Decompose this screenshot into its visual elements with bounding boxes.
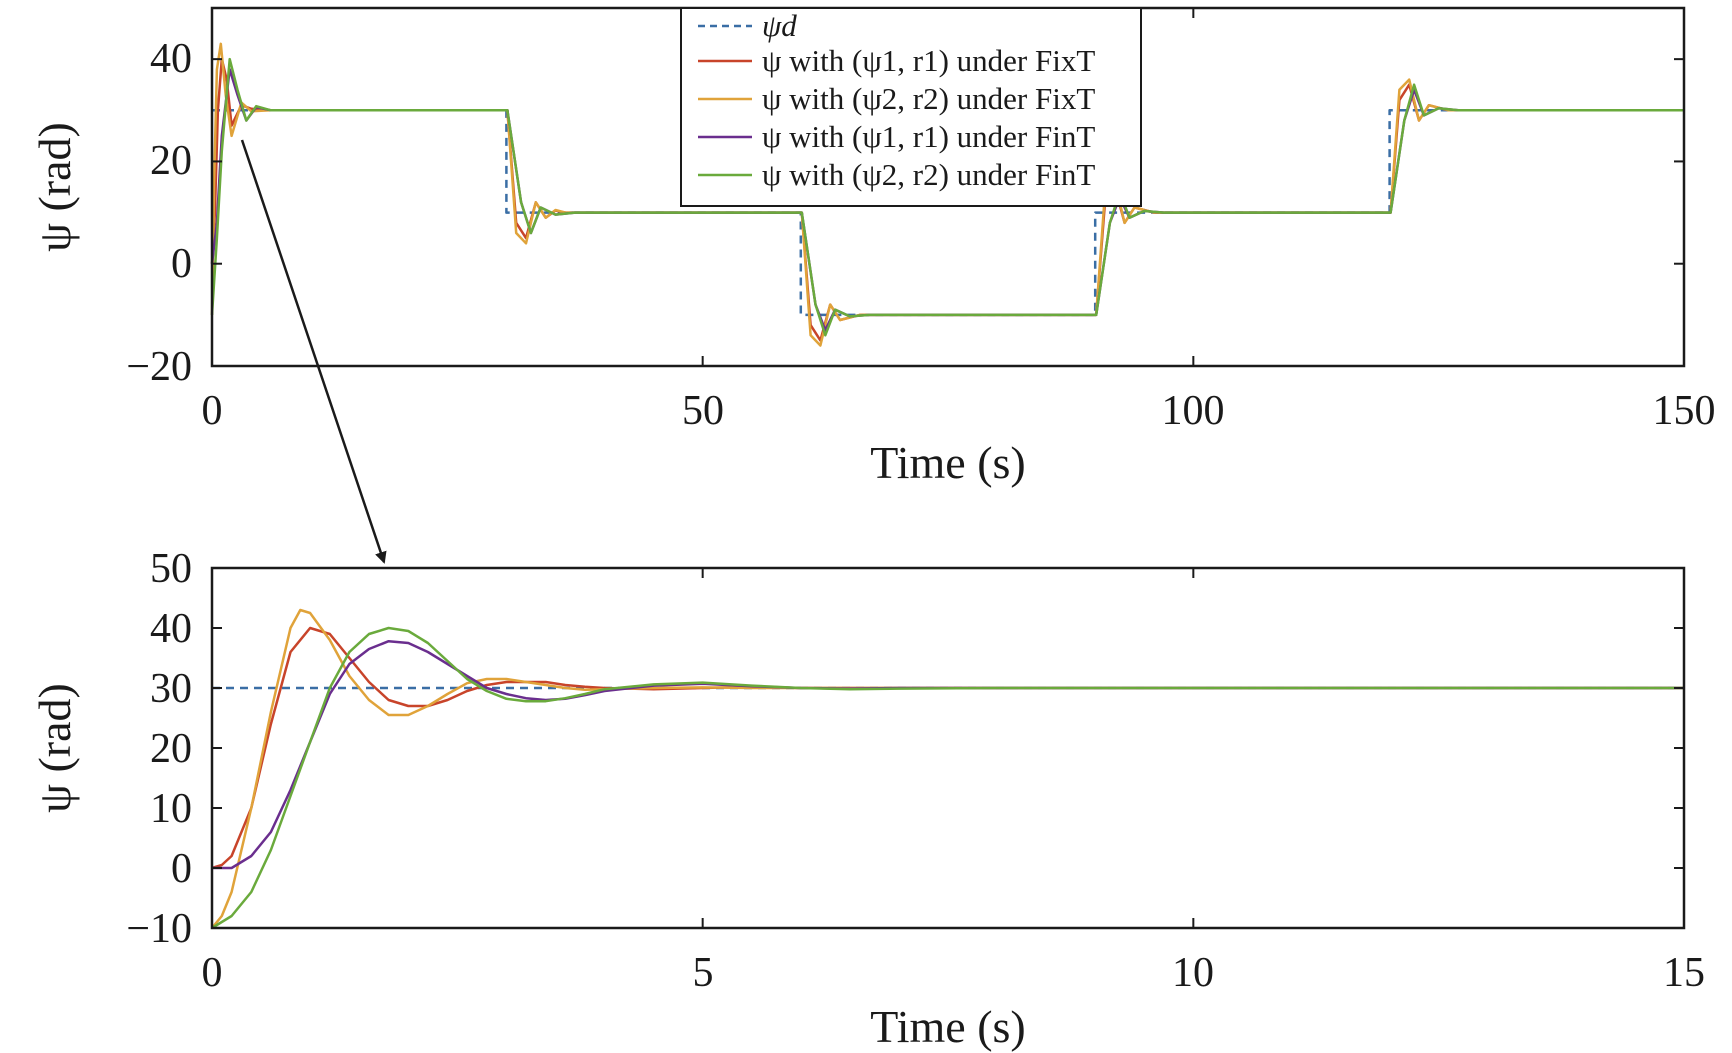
top-ytick-label: 40 xyxy=(150,36,192,82)
bottom-ticks xyxy=(211,567,1685,929)
legend-entry: ψ with (ψ2, r2) under FixT xyxy=(762,81,1095,116)
bottom-series-line-4 xyxy=(211,626,1684,930)
top-ytick-label: −20 xyxy=(126,344,192,390)
legend-entry: ψ with (ψ1, r1) under FinT xyxy=(762,119,1095,154)
top-xtick-label: 50 xyxy=(682,388,724,434)
top-ytick-label: 20 xyxy=(150,138,192,184)
bottom-chart: 50 40 30 20 10 0 −10 0 5 10 15 Time (s) … xyxy=(29,546,1705,1052)
bottom-xtick-label: 10 xyxy=(1172,950,1214,996)
top-ticks xyxy=(211,8,1685,367)
top-xtick-label: 100 xyxy=(1162,388,1225,434)
top-xtick-label: 150 xyxy=(1653,388,1716,434)
bottom-series-group xyxy=(211,608,1684,930)
bottom-ytick-label: 20 xyxy=(150,726,192,772)
legend-box xyxy=(680,7,1142,207)
bottom-ytick-label: 30 xyxy=(150,666,192,712)
bottom-series-line-2 xyxy=(211,608,1684,929)
bottom-y-axis-label: ψ (rad) xyxy=(29,683,80,813)
bottom-ytick-label: −10 xyxy=(126,906,192,952)
bottom-xtick-label: 0 xyxy=(202,950,223,996)
top-series-group xyxy=(210,42,1684,347)
top-x-axis-label: Time (s) xyxy=(870,437,1026,488)
legend-entry: ψ with (ψ2, r2) under FinT xyxy=(762,157,1095,192)
top-chart: 40 20 0 −20 0 50 100 150 Time (s) ψ (rad… xyxy=(29,6,1716,488)
top-series-line-4 xyxy=(210,57,1684,337)
legend-entry: ψd xyxy=(762,8,797,43)
bottom-x-axis-label: Time (s) xyxy=(870,1001,1026,1052)
top-ytick-label: 0 xyxy=(171,241,192,287)
bottom-ytick-label: 10 xyxy=(150,786,192,832)
legend-entry: ψ with (ψ1, r1) under FixT xyxy=(762,43,1095,78)
top-y-axis-label: ψ (rad) xyxy=(29,122,80,252)
bottom-series-line-1 xyxy=(211,626,1684,870)
bottom-plot-frame xyxy=(210,566,1686,930)
bottom-ytick-label: 0 xyxy=(171,846,192,892)
bottom-ytick-label: 40 xyxy=(150,606,192,652)
top-series-line-2 xyxy=(210,42,1684,347)
bottom-ytick-label: 50 xyxy=(150,546,192,592)
bottom-xtick-label: 5 xyxy=(693,950,714,996)
top-xtick-label: 0 xyxy=(202,388,223,434)
bottom-series-line-3 xyxy=(212,639,1684,870)
bottom-xtick-label: 15 xyxy=(1663,950,1705,996)
zoom-arrow xyxy=(240,139,387,564)
legend: ψd ψ with (ψ1, r1) under FixT ψ with (ψ2… xyxy=(680,7,1142,207)
